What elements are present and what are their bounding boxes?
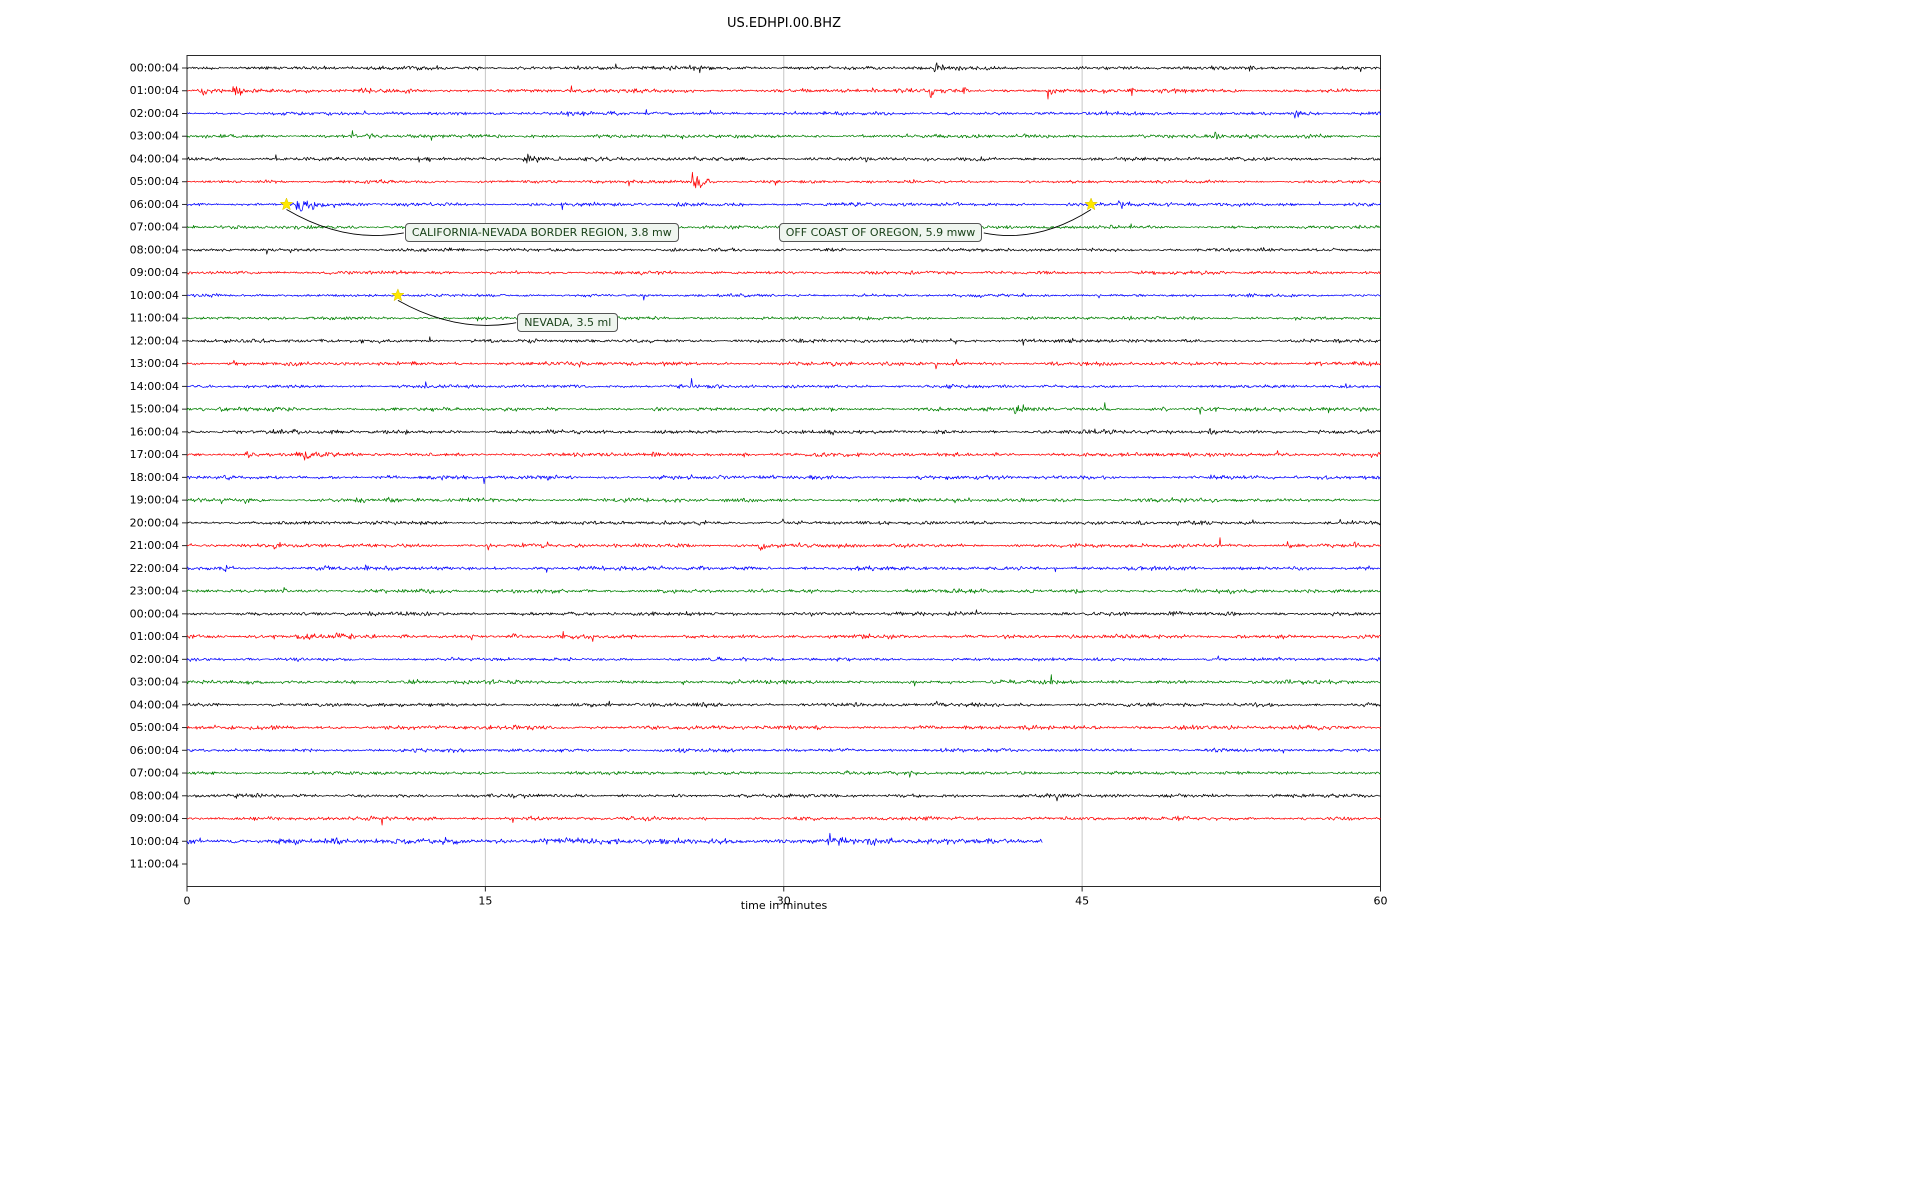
row-time-label: 21:00:04 bbox=[130, 539, 179, 552]
row-time-label: 00:00:04 bbox=[130, 607, 179, 620]
event-annotation-label: OFF COAST OF OREGON, 5.9 mww bbox=[785, 226, 976, 240]
seismogram-trace bbox=[186, 336, 1381, 346]
seismogram-trace bbox=[186, 450, 1381, 461]
seismogram-trace bbox=[186, 269, 1381, 276]
row-time-label: 10:00:04 bbox=[130, 289, 179, 302]
seismogram-trace bbox=[186, 564, 1381, 573]
row-time-label: 18:00:04 bbox=[130, 471, 179, 484]
row-time-label: 08:00:04 bbox=[130, 789, 179, 802]
seismogram-trace bbox=[186, 153, 1381, 164]
seismogram-trace bbox=[186, 200, 1381, 212]
seismogram-trace bbox=[186, 792, 1381, 802]
seismogram-trace bbox=[186, 292, 1381, 301]
row-time-label: 02:00:04 bbox=[130, 653, 179, 666]
x-tick-label: 30 bbox=[777, 895, 791, 908]
event-annotation-nevada: NEVADA, 3.5 ml bbox=[517, 313, 619, 333]
row-time-label: 02:00:04 bbox=[130, 107, 179, 120]
seismogram-trace bbox=[186, 747, 1381, 754]
seismogram-trace bbox=[186, 428, 1381, 436]
seismogram-trace bbox=[186, 609, 1381, 617]
seismogram-trace bbox=[186, 815, 1381, 826]
row-time-label: 01:00:04 bbox=[130, 630, 179, 643]
seismogram-trace bbox=[186, 62, 1381, 74]
row-time-label: 09:00:04 bbox=[130, 266, 179, 279]
x-tick-label: 0 bbox=[184, 895, 191, 908]
seismogram-trace bbox=[186, 537, 1381, 551]
seismogram-trace bbox=[186, 402, 1381, 415]
row-time-label: 05:00:04 bbox=[130, 721, 179, 734]
row-time-label: 03:00:04 bbox=[130, 130, 179, 143]
row-time-label: 07:00:04 bbox=[130, 221, 179, 234]
x-tick-label: 15 bbox=[478, 895, 492, 908]
row-time-label: 22:00:04 bbox=[130, 562, 179, 575]
seismogram-trace bbox=[186, 518, 1381, 526]
row-time-label: 13:00:04 bbox=[130, 357, 179, 370]
row-time-label: 07:00:04 bbox=[130, 767, 179, 780]
row-time-label: 10:00:04 bbox=[130, 835, 179, 848]
row-time-label: 14:00:04 bbox=[130, 380, 179, 393]
seismogram-trace bbox=[186, 724, 1381, 731]
row-time-label: 00:00:04 bbox=[130, 62, 179, 75]
seismogram-trace bbox=[186, 85, 1381, 100]
event-star-icon bbox=[1084, 197, 1098, 211]
seismogram-trace bbox=[186, 674, 1381, 687]
seismogram-trace bbox=[186, 631, 1381, 642]
row-time-label: 11:00:04 bbox=[130, 312, 179, 325]
annotation-connector bbox=[983, 209, 1092, 236]
seismogram-trace bbox=[186, 832, 1043, 846]
annotation-connector bbox=[397, 300, 517, 326]
row-time-label: 16:00:04 bbox=[130, 425, 179, 438]
seismogram-trace bbox=[186, 315, 1381, 322]
event-star-icon bbox=[391, 288, 405, 302]
seismogram-trace bbox=[186, 358, 1381, 370]
event-annotation-label: CALIFORNIA-NEVADA BORDER REGION, 3.8 mw bbox=[411, 226, 672, 240]
row-time-label: 08:00:04 bbox=[130, 243, 179, 256]
event-annotation-oregon: OFF COAST OF OREGON, 5.9 mww bbox=[778, 223, 983, 243]
row-time-label: 15:00:04 bbox=[130, 403, 179, 416]
row-time-label: 03:00:04 bbox=[130, 676, 179, 689]
chart-title: US.EDHPI.00.BHZ bbox=[727, 16, 841, 31]
x-axis-label: time in minutes bbox=[740, 899, 828, 912]
x-tick-label: 45 bbox=[1075, 895, 1089, 908]
event-star-icon bbox=[279, 197, 294, 211]
seismogram-trace bbox=[186, 700, 1381, 708]
row-time-label: 20:00:04 bbox=[130, 516, 179, 529]
seismogram-trace bbox=[186, 655, 1381, 662]
row-time-label: 05:00:04 bbox=[130, 175, 179, 188]
row-time-label: 04:00:04 bbox=[130, 152, 179, 165]
seismogram-trace bbox=[186, 474, 1381, 485]
row-time-label: 01:00:04 bbox=[130, 84, 179, 97]
seismogram-trace bbox=[186, 109, 1381, 119]
event-annotation-label: NEVADA, 3.5 ml bbox=[524, 316, 612, 330]
x-tick-label: 60 bbox=[1374, 895, 1388, 908]
seismogram-trace bbox=[187, 496, 1381, 505]
annotation-connector bbox=[286, 209, 404, 237]
row-time-label: 06:00:04 bbox=[130, 744, 179, 757]
row-time-label: 12:00:04 bbox=[130, 334, 179, 347]
seismogram-trace bbox=[186, 171, 1381, 189]
seismogram-trace bbox=[186, 587, 1381, 595]
event-annotation-california-nevada: CALIFORNIA-NEVADA BORDER REGION, 3.8 mw bbox=[404, 223, 679, 243]
seismogram-trace bbox=[186, 247, 1381, 255]
row-time-label: 17:00:04 bbox=[130, 448, 179, 461]
row-time-label: 19:00:04 bbox=[130, 494, 179, 507]
seismogram-trace bbox=[186, 378, 1381, 390]
row-time-label: 09:00:04 bbox=[130, 812, 179, 825]
row-time-label: 06:00:04 bbox=[130, 198, 179, 211]
row-time-label: 23:00:04 bbox=[130, 585, 179, 598]
row-time-label: 04:00:04 bbox=[130, 698, 179, 711]
row-time-label: 11:00:04 bbox=[130, 858, 179, 871]
seismogram-trace bbox=[186, 130, 1381, 141]
seismogram-trace bbox=[186, 770, 1381, 778]
